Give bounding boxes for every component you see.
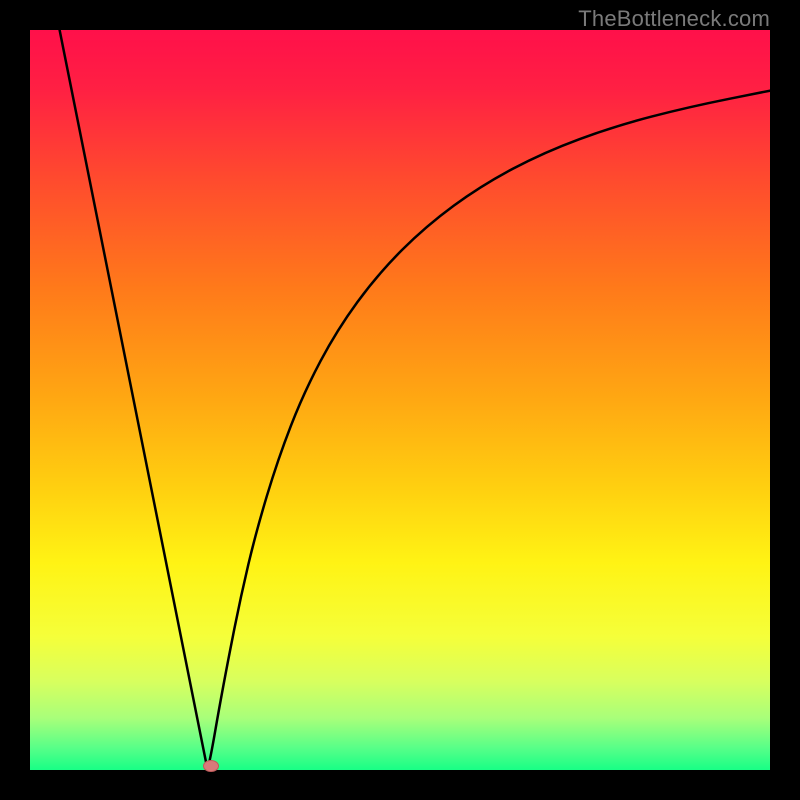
plot-area <box>30 30 770 770</box>
curve-right-branch <box>208 91 770 770</box>
chart-stage: TheBottleneck.com <box>0 0 800 800</box>
watermark-text: TheBottleneck.com <box>578 6 770 32</box>
curve-layer <box>30 30 770 770</box>
vertex-marker <box>203 760 219 772</box>
curve-left-branch <box>60 30 208 770</box>
